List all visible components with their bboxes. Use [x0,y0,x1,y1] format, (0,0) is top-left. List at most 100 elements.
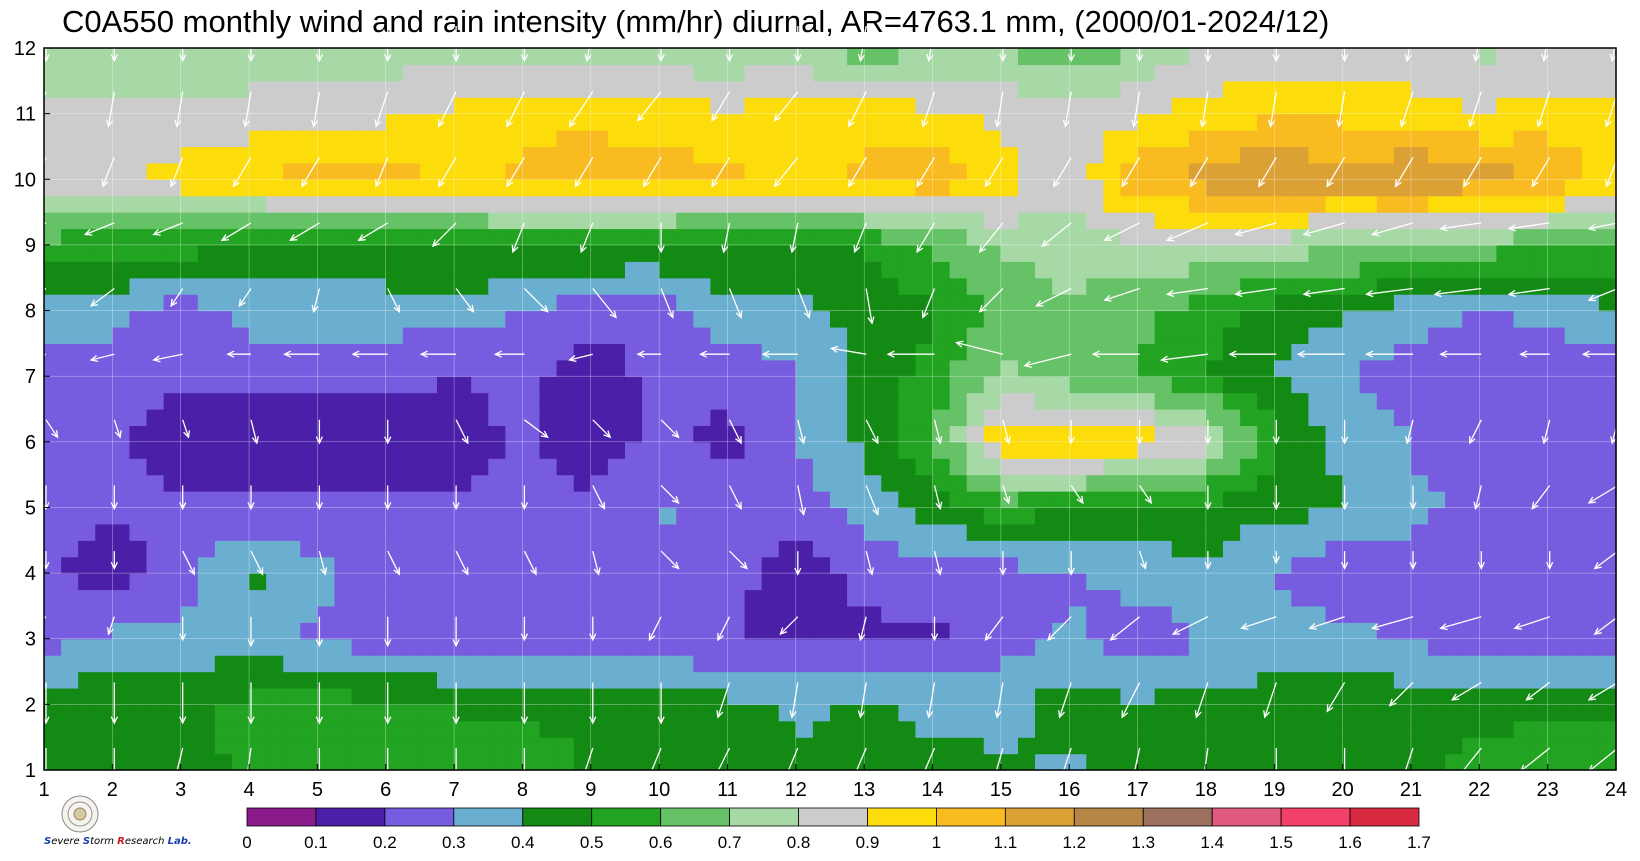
contour-cell [1240,573,1258,591]
contour-cell [710,277,729,295]
contour-cell [573,146,592,164]
contour-cell [1393,162,1412,180]
contour-cell [95,195,113,213]
contour-cell [351,540,370,558]
wind-arrow-head [1165,234,1175,242]
contour-cell [1462,326,1480,344]
contour-cell [624,162,643,180]
contour-cell [983,212,1002,230]
contour-cell [676,704,694,722]
contour-cell [1410,441,1429,459]
contour-cell [966,638,985,656]
contour-cell [385,687,404,705]
contour-cell [573,638,592,656]
contour-cell [624,425,643,443]
contour-cell [1154,671,1173,689]
wind-arrow-head [699,350,708,358]
contour-cell [95,425,113,443]
contour-cell [505,294,524,312]
wind-arrow-shaft [865,288,873,324]
contour-cell [44,655,62,673]
contour-cell [1205,720,1224,738]
contour-cell [266,228,284,246]
contour-cell [1308,638,1327,656]
contour-cell [351,474,370,492]
contour-cell [1530,343,1549,361]
contour-cell [659,294,677,312]
contour-cell [573,310,592,328]
contour-cell [744,48,763,66]
contour-cell [1581,212,1600,230]
contour-cell [95,146,113,164]
contour-cell [1342,277,1361,295]
contour-cell [488,605,506,623]
contour-cell [488,409,506,427]
contour-cell [864,130,882,148]
contour-cell [864,605,882,623]
contour-cell [1445,589,1463,607]
contour-cell [1017,244,1036,262]
contour-cell [1154,589,1173,607]
contour-cell [795,326,814,344]
contour-cell [334,310,353,328]
contour-cell [214,737,233,755]
contour-cell [812,540,831,558]
contour-cell [266,425,284,443]
contour-cell [778,540,797,558]
contour-cell [61,720,79,738]
contour-cell [351,294,370,312]
wind-arrow-shaft [729,550,748,569]
contour-cell [368,687,387,705]
contour-cell [61,294,79,312]
contour-cell [1240,622,1258,640]
wind-arrow-head [1091,350,1100,358]
contour-cell [1086,48,1104,66]
contour-cell [61,474,79,492]
contour-cell [1496,195,1515,213]
contour-cell [1581,737,1600,755]
wind-arrow-head [1204,54,1212,63]
contour-cell [351,491,370,509]
contour-cell [112,556,131,574]
contour-cell [1308,655,1327,673]
contour-cell [812,687,831,705]
contour-cell [351,392,370,410]
contour-cell [1086,195,1104,213]
contour-cell [590,720,609,738]
contour-cell [659,671,677,689]
colorbar-label: 1.5 [1269,833,1293,852]
wind-arrow-shaft [723,222,731,253]
contour-cell [112,261,131,279]
contour-cell [334,64,353,82]
contour-cell [1035,474,1053,492]
wind-arrow-head [984,632,992,642]
contour-cell [1137,146,1156,164]
contour-cell [693,523,711,541]
contour-cell [454,228,472,246]
contour-cell [1513,244,1532,262]
contour-cell [710,294,729,312]
contour-cell [659,737,677,755]
contour-cell [847,162,865,180]
contour-cell [1291,556,1310,574]
contour-cell [1052,212,1070,230]
contour-cell [556,540,575,558]
contour-cell [1547,179,1566,197]
wind-arrow-head [320,567,328,576]
contour-cell [1052,261,1070,279]
contour-cell [744,573,763,591]
wind-arrow-shaft [1588,681,1619,701]
contour-cell [368,146,387,164]
contour-cell [1188,573,1207,591]
contour-cell [1086,179,1104,197]
contour-cell [676,687,694,705]
contour-cell [1000,277,1019,295]
contour-cell [1598,326,1617,344]
contour-cell [112,441,131,459]
logo-word: esearch [124,836,168,847]
contour-cell [471,195,489,213]
contour-cell [1223,753,1241,771]
contour-cell [522,523,541,541]
contour-cell [1479,622,1497,640]
contour-cell [1017,228,1036,246]
